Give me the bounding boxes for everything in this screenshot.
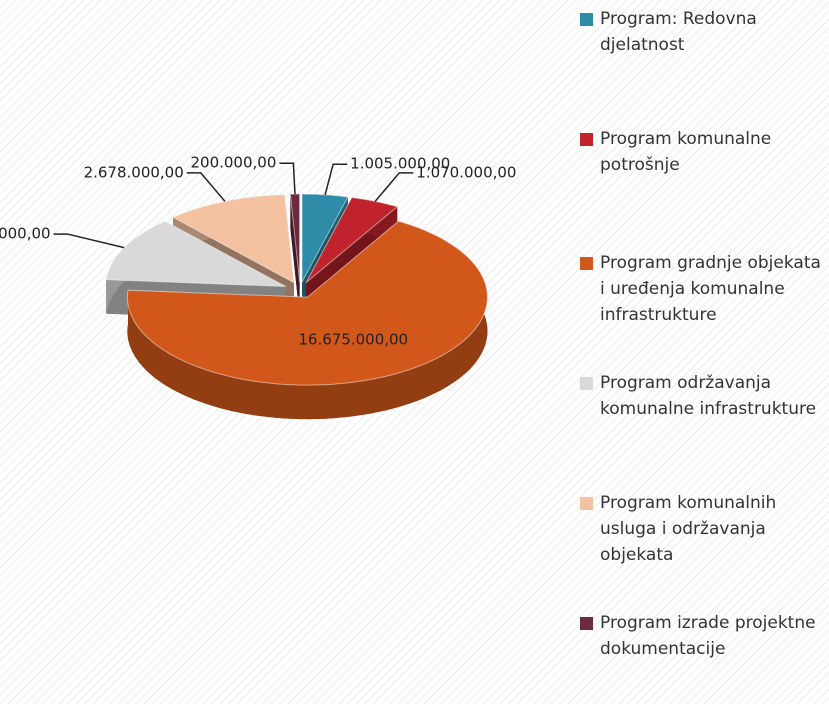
data-label: 2.678.000,00: [84, 163, 184, 181]
legend-item: Program komunalnih usluga i održavanja o…: [580, 490, 825, 568]
legend-item: Program gradnje objekata i uređenja komu…: [580, 250, 825, 328]
leader-line: [186, 172, 226, 202]
data-label: 1.070.000,00: [416, 163, 516, 181]
slice: [289, 193, 301, 316]
data-label: 200.000,00: [190, 154, 276, 172]
leader-line: [279, 162, 296, 195]
slice: [126, 220, 488, 386]
slice: [301, 193, 349, 283]
legend-item: Program komunalne potrošnje: [580, 126, 825, 178]
legend-item: Program održavanja komunalne infrastrukt…: [580, 370, 825, 422]
data-label: 2.965.000,00: [0, 225, 51, 243]
pie-chart: 1.005.000,001.070.000,00 16.675.000,00 2.9…: [0, 154, 516, 420]
legend-swatch: [580, 497, 593, 510]
legend-swatch: [580, 377, 593, 390]
legend-swatch: [580, 133, 593, 146]
legend-label: Program komunalnih usluga i održavanja o…: [600, 493, 777, 565]
legend-swatch: [580, 617, 593, 630]
legend-item: Program: Redovna djelatnost: [580, 6, 825, 58]
slice: [305, 196, 399, 283]
legend-label: Program: Redovna djelatnost: [600, 9, 757, 55]
legend-item: Program izrade projektne dokumentacije: [580, 610, 825, 662]
legend-label: Program održavanja komunalne infrastrukt…: [600, 373, 817, 419]
legend-swatch: [580, 13, 593, 26]
leader-line: [374, 172, 414, 202]
data-label: 1.005.000,00: [350, 155, 450, 173]
data-label: 16.675.000,00: [298, 330, 408, 348]
slice: [105, 220, 286, 287]
slice: [126, 220, 488, 420]
legend-label: Program gradnje objekata i uređenja komu…: [600, 253, 821, 325]
leader-line: [53, 233, 125, 249]
legend-swatch: [580, 257, 593, 270]
legend-label: Program izrade projektne dokumentacije: [600, 613, 816, 659]
legend-label: Program komunalne potrošnje: [600, 129, 772, 175]
leader-line: [324, 163, 348, 195]
